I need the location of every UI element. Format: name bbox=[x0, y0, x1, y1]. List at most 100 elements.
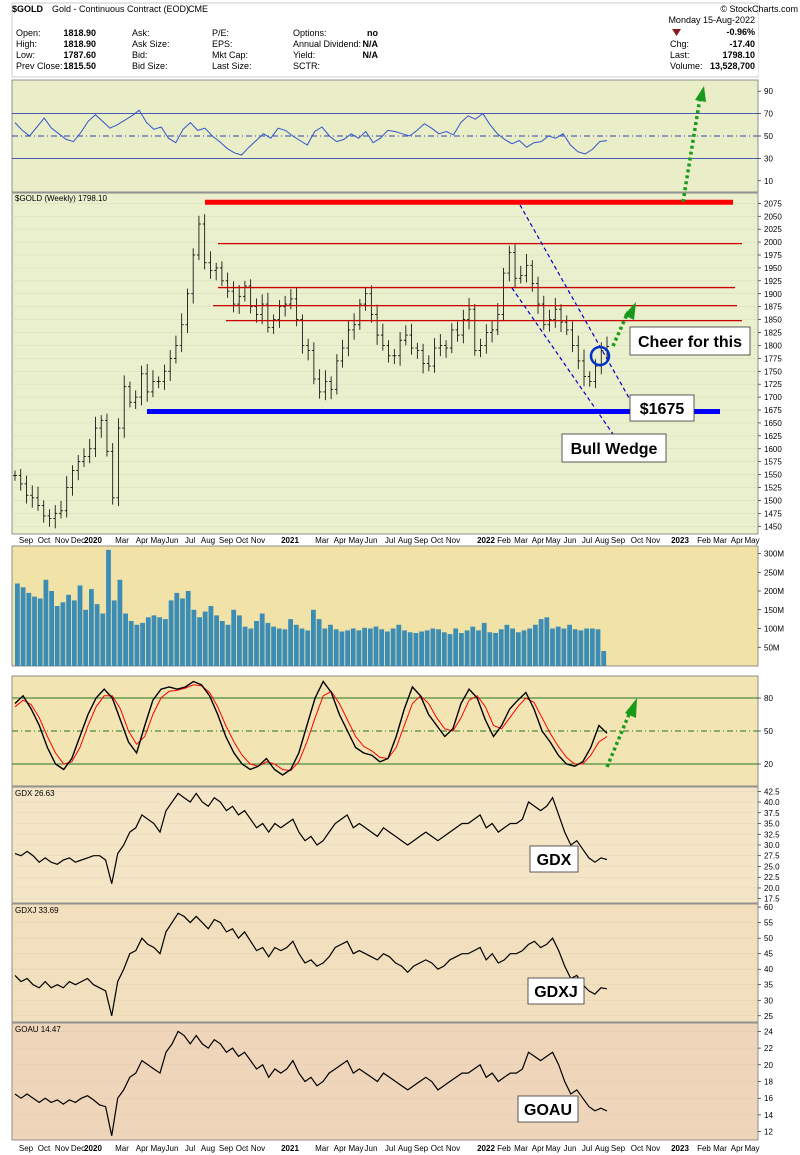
goau-line bbox=[14, 1030, 608, 1136]
volume-bar bbox=[71, 600, 77, 666]
volume-bar bbox=[555, 626, 561, 666]
price-bar bbox=[536, 276, 541, 314]
price-bar bbox=[202, 214, 207, 270]
quote-mid2-label-0: P/E: bbox=[212, 28, 229, 38]
x-tick-16: Apr bbox=[334, 536, 347, 545]
x-tick-3: Dec bbox=[71, 536, 85, 545]
price-y-tick-2: 2025 bbox=[764, 225, 782, 234]
wedge-upper-line bbox=[519, 204, 638, 413]
goau-y-tick-5: 14 bbox=[764, 1111, 773, 1120]
x-tick-5: Mar bbox=[115, 536, 129, 545]
rsi-y-tick-0: 90 bbox=[764, 87, 773, 96]
x-tick-0: Sep bbox=[19, 1144, 34, 1153]
symbol: $GOLD bbox=[12, 4, 44, 14]
x-tick-25: Feb bbox=[497, 536, 511, 545]
goau-y-tick-3: 18 bbox=[764, 1078, 773, 1087]
gdx-line bbox=[14, 792, 608, 884]
price-bar bbox=[64, 476, 69, 518]
price-bar bbox=[99, 415, 104, 438]
stoch-y-tick-1: 50 bbox=[764, 727, 773, 736]
price-bar bbox=[225, 272, 230, 298]
price-bar bbox=[363, 287, 368, 311]
gdxj-background bbox=[11, 903, 759, 1023]
quote-mid2-label-1: EPS: bbox=[212, 39, 233, 49]
price-bar bbox=[507, 245, 512, 282]
price-bar bbox=[110, 443, 115, 505]
quote-left-label-2: Low: bbox=[16, 50, 35, 60]
price-panel-title: $GOLD (Weekly) 1798.10 bbox=[15, 194, 107, 203]
pct-change: -0.96% bbox=[726, 27, 755, 37]
price-bar bbox=[104, 413, 109, 457]
volume-bar bbox=[66, 594, 71, 667]
x-tick-24: 2022 bbox=[477, 536, 495, 545]
quote-mid2-label-3: Last Size: bbox=[212, 61, 252, 71]
quote-header: $GOLD Gold - Continuous Contract (EOD) C… bbox=[11, 2, 798, 78]
volume-y-tick-0: 300M bbox=[764, 550, 784, 559]
gdx-label-box: GDX bbox=[529, 845, 579, 873]
volume-bar bbox=[390, 628, 396, 666]
x-tick-38: Apr bbox=[731, 536, 744, 545]
x-tick-32: Sep bbox=[611, 1144, 626, 1153]
volume-bar bbox=[339, 631, 345, 666]
price-bar bbox=[501, 267, 506, 322]
volume-bar bbox=[37, 598, 43, 666]
x-tick-37: Mar bbox=[713, 536, 727, 545]
volume-bar bbox=[510, 628, 515, 666]
goau-label-text: GOAU bbox=[524, 1102, 572, 1119]
volume-bar bbox=[49, 591, 54, 666]
gdx-y-tick-4: 32.5 bbox=[764, 830, 780, 839]
price-y-tick-11: 1800 bbox=[764, 341, 782, 350]
volume-bar bbox=[367, 628, 373, 666]
gdxj-y-tick-6: 30 bbox=[764, 996, 773, 1005]
price-y-tick-0: 2075 bbox=[764, 199, 782, 208]
volume-bar bbox=[504, 624, 510, 667]
price-bar bbox=[421, 343, 426, 374]
quote-mid-label-3: Bid Size: bbox=[132, 61, 168, 71]
volume-bar bbox=[589, 628, 595, 666]
x-tick-28: May bbox=[545, 536, 560, 545]
price-bar bbox=[409, 323, 414, 355]
volume-bar bbox=[94, 604, 100, 666]
volume-bar bbox=[276, 628, 282, 666]
quote-right-value-0: no bbox=[367, 28, 378, 38]
volume-bar bbox=[117, 579, 123, 667]
price-y-tick-3: 2000 bbox=[764, 238, 782, 247]
x-tick-25: Feb bbox=[497, 1144, 511, 1153]
price-bar bbox=[329, 376, 334, 400]
price-y-tick-1: 2050 bbox=[764, 212, 782, 221]
volume-bar bbox=[225, 624, 231, 667]
x-tick-23: Nov bbox=[446, 536, 460, 545]
volume-bar bbox=[265, 622, 271, 666]
goau-y-tick-6: 12 bbox=[764, 1128, 773, 1137]
volume-bar bbox=[430, 628, 436, 666]
price-y-tick-22: 1525 bbox=[764, 484, 782, 493]
volume-bar bbox=[396, 624, 402, 667]
volume-bar bbox=[328, 624, 333, 667]
price-bar bbox=[426, 355, 431, 372]
quote-right-value-1: N/A bbox=[363, 39, 379, 49]
volume-bar bbox=[424, 630, 430, 666]
price-y-tick-17: 1650 bbox=[764, 419, 782, 428]
price-bar bbox=[352, 313, 357, 340]
price-y-tick-8: 1875 bbox=[764, 303, 782, 312]
stoch-y-tick-2: 20 bbox=[764, 760, 773, 769]
price-bar bbox=[317, 369, 322, 399]
x-tick-30: Jul bbox=[582, 536, 592, 545]
x-tick-27: Apr bbox=[532, 536, 545, 545]
price-bar bbox=[461, 309, 466, 344]
price-bar bbox=[582, 349, 587, 387]
price-bar bbox=[334, 354, 339, 395]
gdx-y-tick-10: 17.5 bbox=[764, 895, 780, 904]
price-y-tick-20: 1575 bbox=[764, 458, 782, 467]
price-panel: $GOLD (Weekly) 1798.10 Cheer for this $167… bbox=[11, 192, 782, 535]
price-bar bbox=[173, 335, 178, 364]
price-y-tick-9: 1850 bbox=[764, 316, 782, 325]
stochastic-panel: 80 50 20 bbox=[11, 675, 773, 787]
x-tick-39: May bbox=[744, 1144, 759, 1153]
x-tick-22: Oct bbox=[431, 1144, 444, 1153]
goau-y-tick-4: 16 bbox=[764, 1094, 773, 1103]
volume-bar bbox=[498, 629, 504, 667]
x-tick-1: Oct bbox=[38, 536, 51, 545]
price-bar bbox=[237, 284, 242, 314]
price-bar bbox=[513, 244, 518, 289]
